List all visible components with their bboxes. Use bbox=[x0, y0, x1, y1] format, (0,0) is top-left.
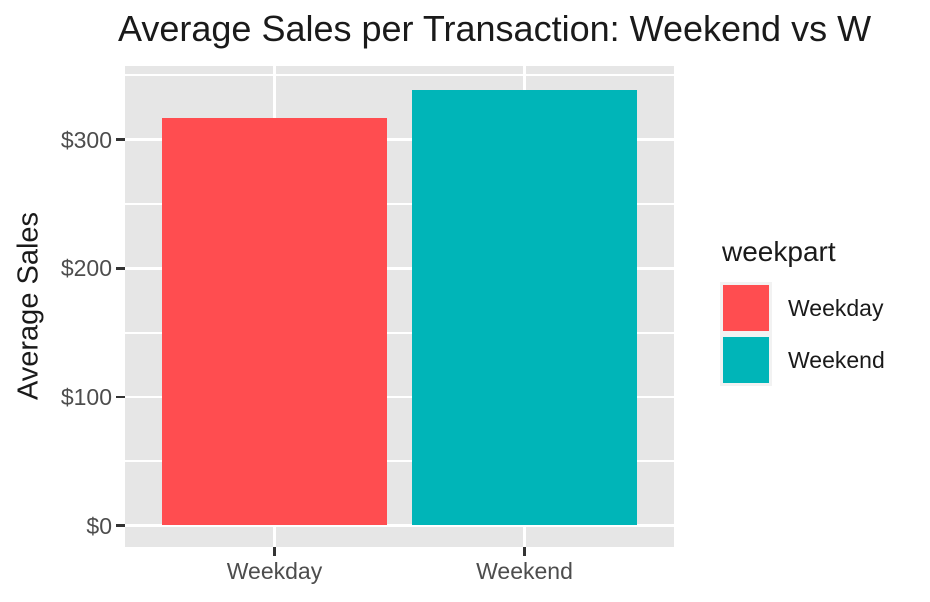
legend-swatch-weekend bbox=[723, 337, 769, 383]
legend-key bbox=[720, 334, 772, 386]
legend-items: Weekday Weekend bbox=[720, 282, 885, 386]
y-axis-tick bbox=[116, 138, 125, 141]
chart-title: Average Sales per Transaction: Weekend v… bbox=[118, 8, 872, 49]
bar-weekday bbox=[162, 117, 387, 526]
minor-gridline bbox=[125, 460, 674, 463]
major-gridline bbox=[125, 395, 674, 399]
minor-gridline bbox=[125, 203, 674, 205]
y-tick-label: $0 bbox=[86, 512, 112, 539]
minor-gridline bbox=[125, 331, 674, 334]
plot-panel bbox=[125, 66, 674, 547]
y-axis-tick bbox=[116, 524, 125, 527]
legend-key bbox=[720, 282, 772, 334]
legend-title: weekpart bbox=[722, 236, 836, 267]
y-tick-label: $100 bbox=[60, 383, 112, 410]
y-tick-label: $300 bbox=[60, 126, 112, 153]
legend-item: Weekend bbox=[720, 334, 885, 386]
x-tick-label: Weekend bbox=[476, 558, 573, 584]
minor-gridline bbox=[125, 74, 674, 77]
legend-label: Weekday bbox=[788, 294, 884, 321]
legend-label: Weekend bbox=[788, 346, 885, 373]
x-axis-tick bbox=[523, 547, 526, 556]
y-axis-tick bbox=[116, 267, 125, 270]
major-gridline bbox=[125, 138, 674, 141]
y-axis-title: Average Sales bbox=[12, 211, 45, 401]
major-gridline bbox=[125, 267, 674, 270]
bar-weekend bbox=[412, 89, 637, 526]
legend-item: Weekday bbox=[720, 282, 885, 334]
y-tick-label: $200 bbox=[60, 255, 112, 282]
x-tick-label: Weekday bbox=[226, 558, 323, 584]
y-axis-tick bbox=[116, 395, 125, 399]
major-gridline bbox=[125, 524, 674, 527]
x-axis-tick bbox=[273, 547, 276, 556]
legend: weekpart Weekday Weekend bbox=[720, 236, 885, 386]
legend-swatch-weekday bbox=[723, 285, 769, 331]
